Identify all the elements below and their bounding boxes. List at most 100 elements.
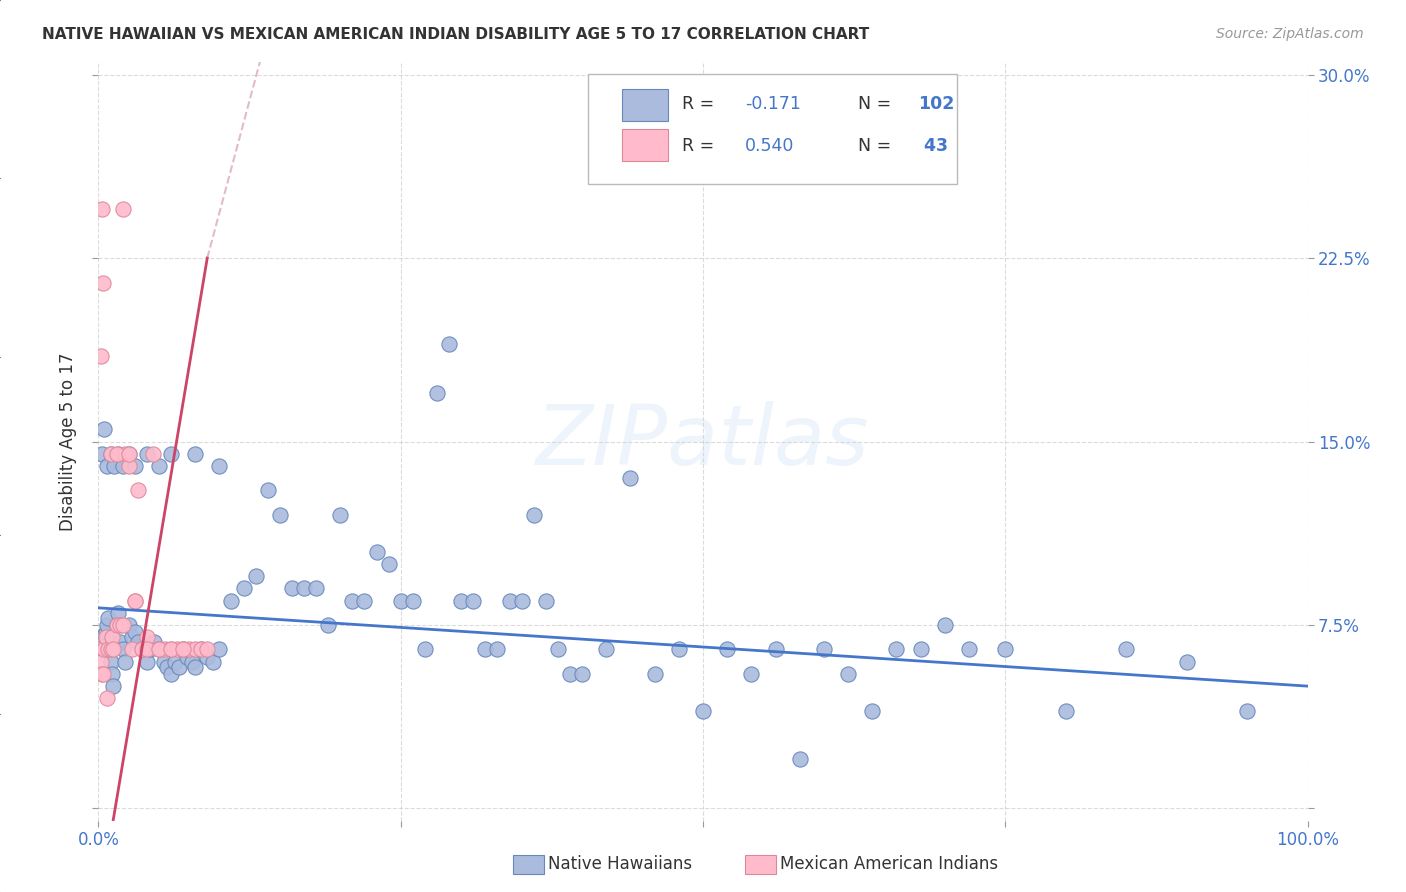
Point [195,642,218,657]
Point [190,642,212,657]
Point [1054,704,1077,718]
Point [131,642,153,657]
Point [153,642,176,657]
Text: NATIVE HAWAIIAN VS MEXICAN AMERICAN INDIAN DISABILITY AGE 5 TO 17 CORRELATION CH: NATIVE HAWAIIAN VS MEXICAN AMERICAN INDI… [42,27,869,42]
Point [994,642,1017,657]
Y-axis label: Disability Age 5 to 17: Disability Age 5 to 17 [59,352,77,531]
Point [111,458,134,473]
Point [172,642,194,657]
Point [180,655,202,669]
Point [692,704,714,718]
Point [93,635,115,649]
Point [789,752,811,766]
Point [135,630,157,644]
Point [547,642,569,657]
Point [595,642,617,657]
Point [96,458,118,473]
Text: -0.171: -0.171 [745,95,801,113]
Point [619,471,641,485]
Point [94,625,117,640]
Text: Native Hawaiians: Native Hawaiians [548,855,693,873]
Point [166,642,188,657]
Point [101,642,124,657]
Point [100,655,122,669]
Text: N =: N = [858,95,897,113]
Point [934,618,956,632]
Point [860,704,883,718]
Point [91,666,114,681]
Point [100,447,122,461]
Point [463,593,485,607]
Point [437,336,460,351]
Point [208,642,231,657]
Point [813,642,835,657]
Point [498,593,520,607]
Point [184,447,207,461]
Point [118,447,141,461]
FancyBboxPatch shape [621,89,668,120]
Point [91,276,114,290]
Point [142,447,165,461]
Text: Source: ZipAtlas.com: Source: ZipAtlas.com [1216,27,1364,41]
Point [474,642,496,657]
Point [184,642,207,657]
Point [114,447,136,461]
Point [91,202,114,217]
Point [100,666,122,681]
Point [118,447,141,461]
Point [232,582,254,596]
Point [111,618,134,632]
Point [402,593,425,607]
Point [668,642,690,657]
Point [91,642,114,657]
Point [176,649,198,664]
Point [342,593,364,607]
Point [910,642,932,657]
Point [100,642,122,657]
Text: R =: R = [682,95,720,113]
Point [98,642,121,657]
Point [377,557,399,571]
Point [93,422,115,436]
Point [353,593,375,607]
Point [96,618,118,632]
Point [195,649,218,664]
Point [426,385,449,400]
Point [245,569,267,583]
Point [121,642,143,657]
Point [190,642,212,657]
Point [202,655,225,669]
Point [96,691,118,706]
Point [148,642,170,657]
Point [534,593,557,607]
Point [413,642,436,657]
Point [837,666,859,681]
Point [152,655,174,669]
Point [148,458,170,473]
Point [208,458,231,473]
Point [100,447,122,461]
Point [644,666,666,681]
Point [127,635,149,649]
Point [329,508,352,522]
Point [108,618,131,632]
Point [105,447,128,461]
Point [143,635,166,649]
Point [91,630,114,644]
Text: 102: 102 [918,95,955,113]
Point [558,666,581,681]
Point [184,659,207,673]
Point [292,582,315,596]
FancyBboxPatch shape [588,74,957,184]
Bar [745,855,776,874]
Text: 0.540: 0.540 [745,136,794,155]
Point [765,642,787,657]
Text: 43: 43 [918,136,948,155]
Point [221,593,243,607]
Point [97,642,120,657]
Point [91,666,114,681]
Point [124,593,146,607]
Point [100,630,122,644]
Point [510,593,533,607]
Point [105,618,128,632]
